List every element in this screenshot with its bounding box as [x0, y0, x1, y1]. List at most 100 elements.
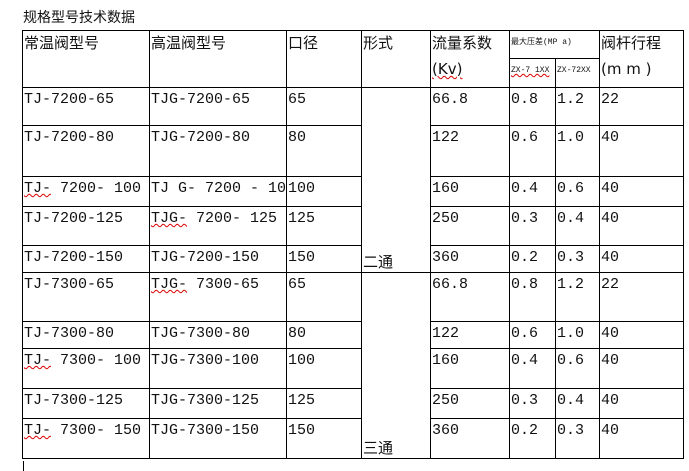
header-stroke-label: 阀杆行程 [601, 34, 662, 52]
cell-flow: 160 [430, 176, 510, 207]
cell-diameter-text: 65 [288, 91, 307, 108]
cell-pressure-zx71-text: 0.3 [511, 210, 539, 227]
spellcheck-marked-text: TJ- [24, 352, 52, 369]
cell-stroke: 40 [599, 125, 684, 177]
cell-pressure-zx71-text: 0.8 [511, 91, 539, 108]
cell-normal-model: TJ-7200-65 [22, 87, 150, 126]
cell-form: 二通 [361, 87, 431, 273]
cell-flow: 160 [430, 348, 510, 389]
cell-stroke-text: 22 [601, 91, 620, 108]
cell-pressure-zx72-text: 1.2 [557, 91, 585, 108]
table-row: TJ-7200-150 TJG-7200-150 150 360 0.2 0.3 40 [22, 245, 684, 273]
cell-diameter: 80 [286, 321, 362, 349]
cell-pressure-zx71: 0.4 [509, 348, 556, 389]
cell-high-model-text: TJG-7200-80 [151, 129, 251, 146]
document-title: 规格型号技术数据 [23, 10, 135, 26]
cell-diameter-text: 125 [288, 392, 316, 409]
cell-normal-model: TJ- 7300- 100 [22, 348, 150, 389]
cell-flow: 360 [430, 245, 510, 273]
cell-diameter-text: 65 [288, 276, 307, 293]
cell-pressure-zx71: 0.2 [509, 245, 556, 273]
header-diameter: 口径 [286, 30, 362, 88]
cell-pressure-zx71-text: 0.8 [511, 276, 539, 293]
cell-stroke: 40 [599, 176, 684, 207]
cell-diameter: 80 [286, 125, 362, 177]
cell-stroke: 40 [599, 348, 684, 389]
cell-diameter: 100 [286, 176, 362, 207]
cell-flow-text: 160 [432, 352, 460, 369]
cell-pressure-zx72-text: 1.0 [557, 325, 585, 342]
table-row: TJ- 7300- 100 TJG-7300-100 100 160 0.4 0.6 40 [22, 348, 684, 389]
cell-pressure-zx72-text: 0.6 [557, 352, 585, 369]
cell-pressure-zx71: 0.8 [509, 272, 556, 322]
cell-form: 三通 [361, 272, 431, 459]
cell-pressure-zx71-text: 0.4 [511, 352, 539, 369]
cell-high-model: TJG- 7300-65 [149, 272, 287, 322]
cell-high-model: TJG- 7200- 125 [149, 206, 287, 246]
cell-flow: 66.8 [430, 87, 510, 126]
cell-diameter-text: 80 [288, 325, 307, 342]
cell-pressure-zx72: 0.6 [555, 348, 600, 389]
cell-normal-model-text: TJ-7200-80 [24, 129, 115, 146]
cell-normal-model: TJ-7300-125 [22, 388, 150, 419]
cell-diameter-text: 100 [288, 352, 316, 369]
cell-diameter-text: 150 [288, 422, 316, 439]
cell-high-model: TJG-7300-125 [149, 388, 287, 419]
cell-normal-model: TJ-7200-150 [22, 245, 150, 273]
cell-pressure-zx72: 1.2 [555, 87, 600, 126]
cell-stroke-text: 40 [601, 392, 620, 409]
cell-pressure-zx71: 0.3 [509, 206, 556, 246]
cell-flow-text: 360 [432, 249, 460, 266]
cell-stroke-text: 40 [601, 422, 620, 439]
table-row: TJ-7200-65 TJG-7200-65 65 二通 66.8 0.8 1.2 22 [22, 87, 684, 273]
cell-flow-text: 66.8 [432, 91, 469, 108]
cell-normal-model-text: TJ- 7300- 100 [24, 352, 142, 369]
cell-stroke: 22 [599, 272, 684, 322]
cell-stroke-text: 40 [601, 180, 620, 197]
cell-pressure-zx72-text: 0.6 [557, 180, 585, 197]
cell-pressure-zx71: 0.6 [509, 125, 556, 177]
cell-pressure-zx72: 0.4 [555, 388, 600, 419]
cell-high-model-text: TJG- 7200- 125 [151, 210, 278, 227]
cell-pressure-zx71: 0.4 [509, 176, 556, 207]
cell-diameter: 150 [286, 245, 362, 273]
cell-stroke-text: 40 [601, 352, 620, 369]
cell-diameter-text: 150 [288, 249, 316, 266]
cell-pressure-zx72: 0.4 [555, 206, 600, 246]
cell-diameter: 125 [286, 388, 362, 419]
cell-flow: 250 [430, 206, 510, 246]
cell-high-model-text: TJG-7300-80 [151, 325, 251, 342]
header-flow-unit: (Kv) [432, 59, 508, 79]
cell-pressure-zx72-text: 1.0 [557, 129, 585, 146]
cell-high-model: TJ G- 7200 - 100 [149, 176, 287, 207]
cell-flow: 360 [430, 418, 510, 459]
table-row: TJ-7200-125 TJG- 7200- 125 125 250 0.3 0.4 40 [22, 206, 684, 246]
cell-normal-model: TJ-7200-80 [22, 125, 150, 177]
cell-pressure-zx72: 0.3 [555, 418, 600, 459]
cell-diameter: 125 [286, 206, 362, 246]
cell-pressure-zx71: 0.8 [509, 87, 556, 126]
cell-normal-model-text: TJ- 7200- 100 [24, 180, 142, 197]
text-cursor [23, 461, 24, 471]
cell-flow-text: 160 [432, 180, 460, 197]
header-stroke: 阀杆行程 (m m ) [599, 30, 684, 88]
cell-flow: 66.8 [430, 272, 510, 322]
cell-high-model: TJG-7200-65 [149, 87, 287, 126]
cell-stroke-text: 40 [601, 249, 620, 266]
cell-high-model: TJG-7300-150 [149, 418, 287, 459]
cell-flow: 122 [430, 125, 510, 177]
cell-high-model-text: TJ G- 7200 - 100 [151, 180, 287, 197]
cell-normal-model-text: TJ-7200-150 [24, 249, 124, 266]
cell-stroke-text: 40 [601, 210, 620, 227]
cell-flow-text: 122 [432, 325, 460, 342]
cell-normal-model: TJ- 7200- 100 [22, 176, 150, 207]
cell-high-model: TJG-7200-80 [149, 125, 287, 177]
table-row: TJ-7200-80 TJG-7200-80 80 122 0.6 1.0 40 [22, 125, 684, 177]
cell-normal-model-text: TJ-7300-125 [24, 392, 124, 409]
cell-stroke: 22 [599, 87, 684, 126]
cell-pressure-zx71-text: 0.4 [511, 180, 539, 197]
cell-normal-model-text: TJ-7200-125 [24, 210, 124, 227]
cell-pressure-zx71-text: 0.2 [511, 249, 539, 266]
cell-normal-model: TJ-7300-80 [22, 321, 150, 349]
spellcheck-marked-text: TJG- [151, 210, 188, 227]
